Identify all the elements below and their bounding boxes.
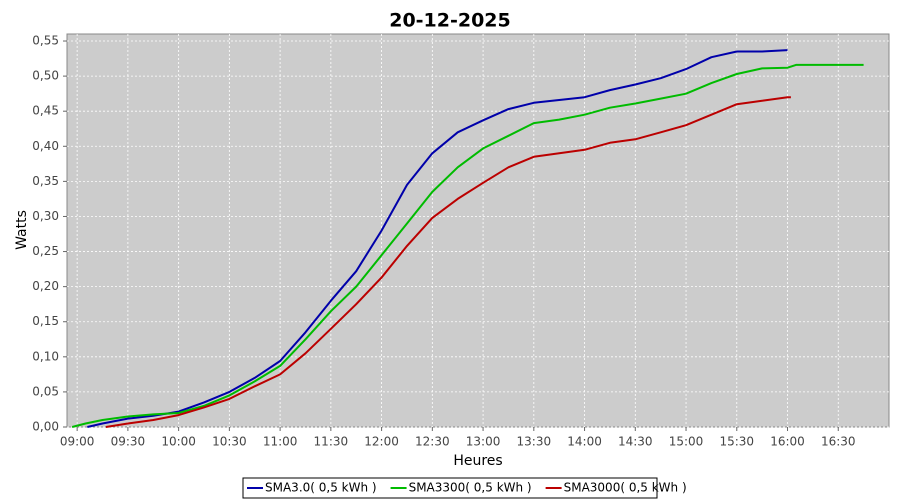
y-tick-label: 0,30	[32, 209, 59, 223]
x-tick-label: 10:00	[161, 435, 196, 449]
y-tick-label: 0,05	[32, 384, 59, 398]
y-tick-label: 0,50	[32, 69, 59, 83]
y-tick-label: 0,35	[32, 174, 59, 188]
legend-box	[242, 477, 658, 499]
x-tick-label: 10:30	[212, 435, 247, 449]
x-tick-label: 13:30	[517, 435, 552, 449]
x-tick-label: 11:30	[314, 435, 349, 449]
y-tick-label: 0,10	[32, 349, 59, 363]
y-axis-label: Watts	[14, 210, 30, 250]
x-tick-label: 16:30	[821, 435, 856, 449]
chart-title: 20-12-2025	[389, 10, 511, 32]
x-tick-label: 09:00	[60, 435, 95, 449]
legend-label-1: SMA3.0( 0,5 kWh )	[265, 481, 377, 495]
series-line-3	[105, 96, 791, 428]
x-tick-label: 16:00	[770, 435, 805, 449]
y-tick-label: 0,20	[32, 279, 59, 293]
legend-label-2: SMA3300( 0,5 kWh )	[409, 481, 532, 495]
y-tick-label: 0,55	[32, 34, 59, 48]
y-axis-ticks: 0,00 0,05 0,10 0,15 0,20 0,25 0,30 0,35 0,40 0,45…	[32, 34, 67, 434]
x-tick-label: 12:30	[415, 435, 450, 449]
x-tick-label: 11:00	[263, 435, 298, 449]
x-axis-ticks: 09:00 09:30 10:00 10:30 11:00 11:30 12:00 12:30…	[60, 427, 856, 449]
x-tick-label: 15:30	[719, 435, 754, 449]
legend-label-3: SMA3000( 0,5 kWh )	[564, 481, 687, 495]
x-tick-label: 14:30	[618, 435, 653, 449]
x-tick-label: 13:00	[466, 435, 501, 449]
series-line-2	[71, 63, 864, 428]
x-tick-label: 14:00	[567, 435, 602, 449]
y-tick-label: 0,45	[32, 104, 59, 118]
y-tick-label: 0,15	[32, 314, 59, 328]
plot-area	[66, 33, 890, 428]
x-tick-label: 12:00	[364, 435, 399, 449]
x-axis-label: Heures	[453, 453, 502, 469]
x-tick-label: 09:30	[111, 435, 146, 449]
legend: SMA3.0( 0,5 kWh ) SMA3300( 0,5 kWh ) SMA30…	[242, 477, 687, 499]
y-tick-label: 0,00	[32, 420, 59, 434]
x-tick-label: 15:00	[669, 435, 704, 449]
y-tick-label: 0,25	[32, 244, 59, 258]
series-lines	[71, 49, 864, 428]
series-line-1	[87, 49, 788, 428]
y-tick-label: 0,40	[32, 139, 59, 153]
